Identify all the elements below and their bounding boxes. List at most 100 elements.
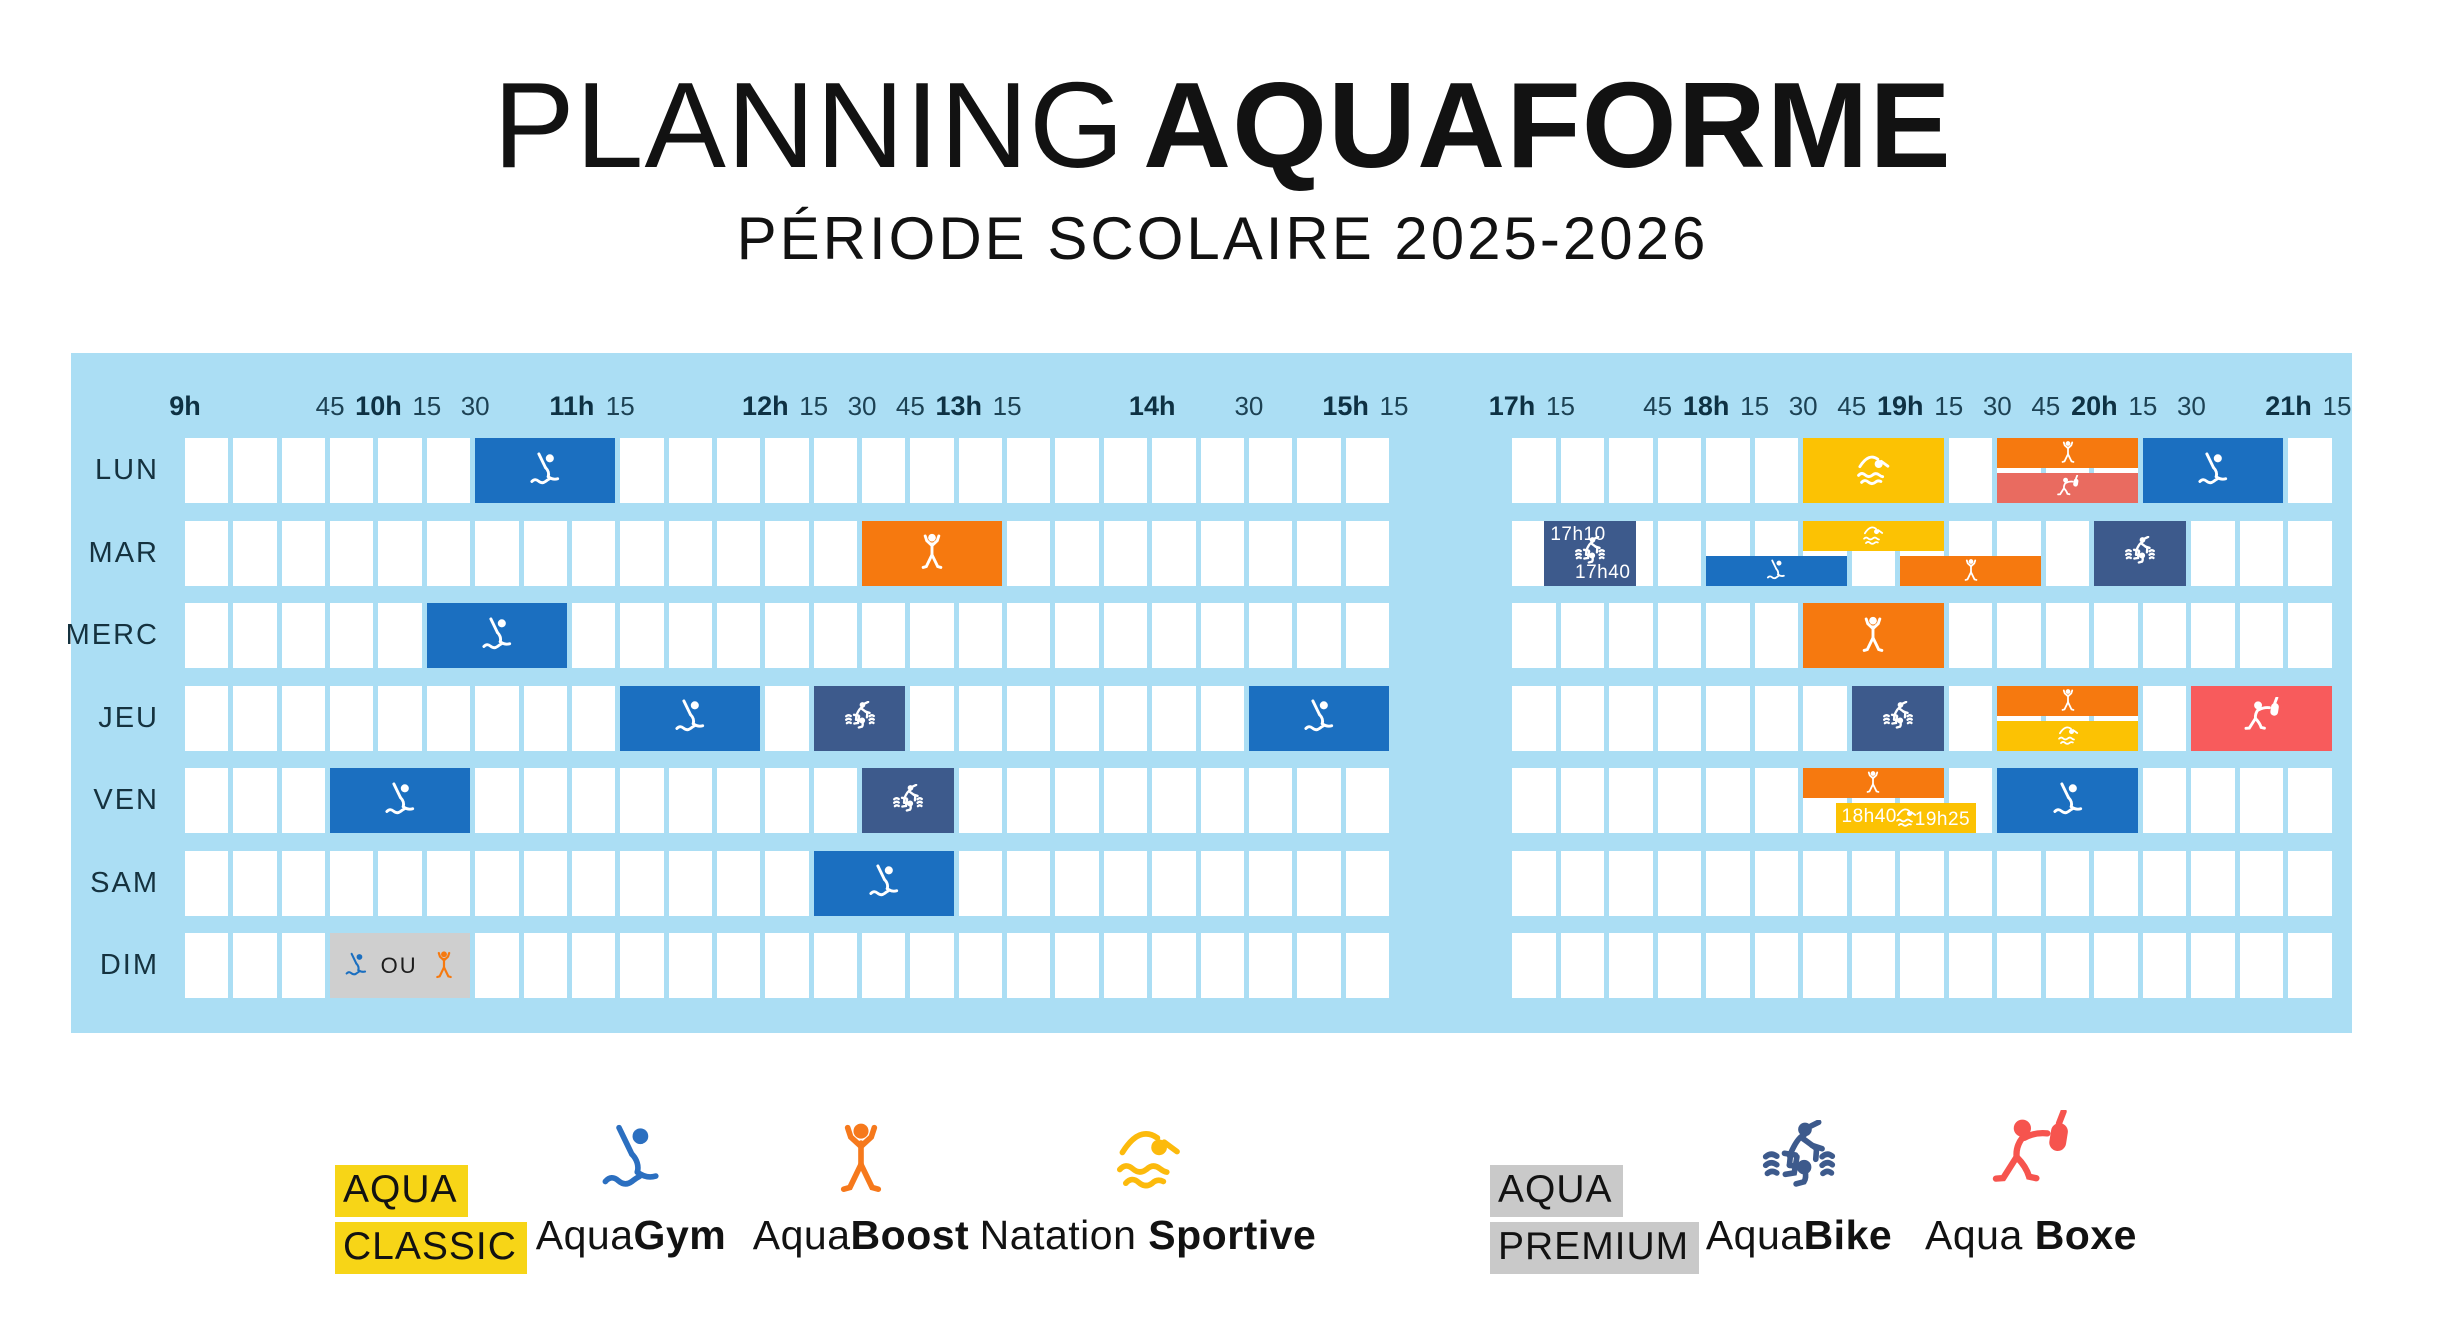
cells-track xyxy=(185,850,1389,916)
grid-cell xyxy=(1754,933,1799,998)
grid-cell xyxy=(765,768,809,833)
grid-cell xyxy=(1657,850,1702,916)
legend-natation-sportive: Natation Sportive xyxy=(968,1118,1328,1259)
aquagym-icon xyxy=(385,781,415,814)
event-aquabike-jeu xyxy=(813,685,906,751)
grid-cell xyxy=(1754,685,1799,751)
grid-cell xyxy=(1345,850,1389,916)
aquagym-icon xyxy=(2052,781,2082,814)
natation-icon xyxy=(1895,808,1916,827)
legend-highlight-line: PREMIUM xyxy=(1490,1222,1700,1274)
time-label: 15 xyxy=(2128,391,2158,421)
legend-label-part: Bike xyxy=(1803,1212,1893,1258)
grid-cell xyxy=(2142,933,2187,998)
time-label: 30 xyxy=(1788,391,1818,421)
grid-cell xyxy=(1152,603,1196,668)
grid-cell xyxy=(523,685,567,751)
grid-cell xyxy=(862,603,906,668)
grid-cell xyxy=(862,438,906,503)
aquagym-icon xyxy=(602,1124,659,1187)
event-aquaboost-mar xyxy=(862,520,1003,586)
grid-cell xyxy=(1851,933,1896,998)
grid-cell xyxy=(1103,768,1148,833)
legend-label-part: Natation xyxy=(979,1212,1149,1258)
grid-cell xyxy=(2045,520,2090,586)
grid-cell xyxy=(233,603,277,668)
aquagym-icon xyxy=(345,952,366,975)
grid-cell xyxy=(1345,933,1389,998)
grid-cell xyxy=(1055,933,1099,998)
grid-cell xyxy=(1609,438,1653,503)
aquabike-icon xyxy=(2125,536,2156,564)
event-aquabike-mar: 17h10 17h40 xyxy=(1544,520,1637,586)
grid-cell xyxy=(1657,685,1702,751)
grid-cell xyxy=(233,933,277,998)
aquagym-icon xyxy=(675,699,705,732)
grid-cell xyxy=(1152,438,1196,503)
legend-iconbox xyxy=(1619,1118,1979,1202)
grid-cell xyxy=(1803,933,1847,998)
time-label: 45 xyxy=(315,391,345,421)
grid-cell xyxy=(765,933,809,998)
legend-label-part: Gym xyxy=(633,1212,727,1258)
grid-cell xyxy=(378,520,422,586)
time-label: 45 xyxy=(1643,391,1673,421)
grid-cell xyxy=(958,850,1003,916)
legend-highlight-line: AQUA xyxy=(1490,1165,1623,1217)
aquabike-icon xyxy=(892,783,923,812)
grid-cell xyxy=(2288,438,2332,503)
aquaboost-icon xyxy=(2061,688,2074,711)
aquabike-icon xyxy=(1882,701,1913,729)
time-label: 45 xyxy=(1837,391,1867,421)
aquagym-icon xyxy=(1304,699,1334,732)
schedule-row-dim-right xyxy=(1512,933,2332,998)
grid-cell xyxy=(1200,685,1244,751)
event-natation-jeu xyxy=(1997,720,2138,751)
event-aquagym-ven xyxy=(330,768,471,833)
grid-cell xyxy=(426,685,471,751)
grid-cell xyxy=(1512,685,1556,751)
legend-highlight-line: CLASSIC xyxy=(335,1222,527,1274)
aquagym-icon xyxy=(482,616,511,649)
time-label: 45 xyxy=(2031,391,2061,421)
legend-label: Natation Sportive xyxy=(968,1212,1328,1259)
grid-cell xyxy=(2239,933,2284,998)
event-aquabike-jeu xyxy=(1851,685,1944,751)
grid-cell xyxy=(620,933,664,998)
event-aquaboost-lun xyxy=(1997,438,2138,468)
grid-cell xyxy=(1512,768,1556,833)
grid-cell xyxy=(958,438,1003,503)
grid-cell xyxy=(765,520,809,586)
grid-cell xyxy=(523,933,567,998)
grid-cell xyxy=(330,850,374,916)
grid-cell xyxy=(475,685,519,751)
grid-cell xyxy=(1007,768,1051,833)
grid-cell xyxy=(1706,768,1750,833)
grid-cell xyxy=(668,438,712,503)
grid-cell xyxy=(571,520,616,586)
cells-track xyxy=(1512,850,2332,916)
grid-cell xyxy=(281,520,326,586)
aquagym-icon xyxy=(530,451,560,484)
time-label: 15 xyxy=(605,391,635,421)
grid-cell xyxy=(330,520,374,586)
grid-cell xyxy=(571,603,616,668)
grid-cell xyxy=(620,438,664,503)
legend-label-part: Boost xyxy=(850,1212,970,1258)
grid-cell xyxy=(813,520,858,586)
grid-cell xyxy=(1560,603,1605,668)
grid-cell xyxy=(716,933,761,998)
aquabike-icon xyxy=(844,701,875,729)
natation-icon xyxy=(1116,1131,1180,1189)
grid-cell xyxy=(765,438,809,503)
day-label-sam: SAM xyxy=(90,866,159,899)
time-label: 11h xyxy=(549,391,595,421)
schedule-row-jeu-right xyxy=(1512,685,2332,751)
grid-cell xyxy=(1103,438,1148,503)
event-aquaboost-ven xyxy=(1803,768,1944,798)
grid-cell xyxy=(1754,768,1799,833)
aquagym-icon xyxy=(1767,559,1786,579)
grid-cell xyxy=(1297,603,1341,668)
natation-icon xyxy=(1863,526,1884,545)
